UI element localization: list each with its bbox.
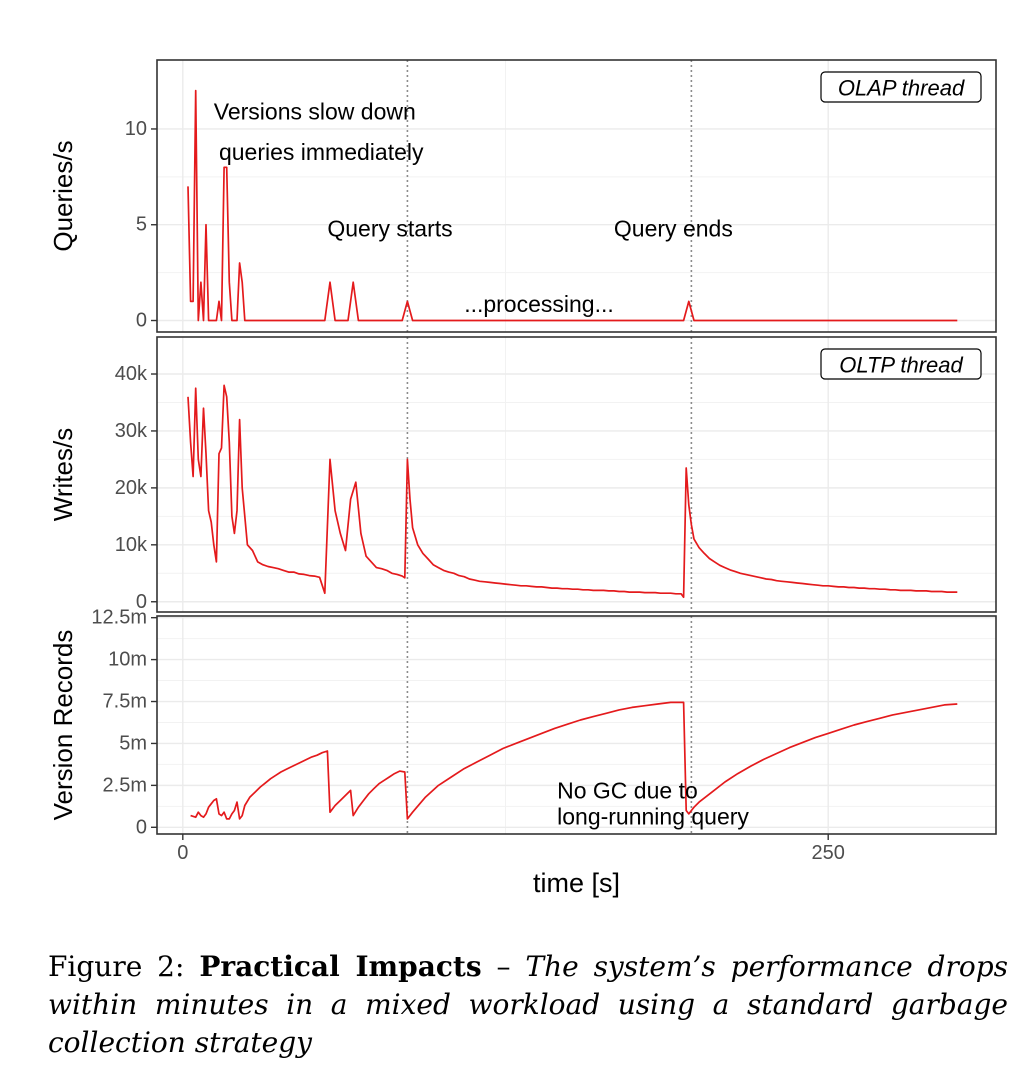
y-tick-label: 10m (108, 649, 147, 671)
y-tick-label: 0 (136, 591, 147, 613)
y-tick-label: 0 (136, 310, 147, 332)
caption-prefix: Figure 2: (48, 950, 200, 983)
panel-olap-border (156, 59, 997, 333)
y-tick-label: 2.5m (103, 774, 147, 796)
thread-tag-label: OLAP thread (838, 76, 965, 101)
x-axis-title: time [s] (533, 868, 620, 898)
x-tick-label: 250 (812, 842, 845, 864)
thread-tag-label: OLTP thread (839, 353, 963, 378)
y-axis-title-oltp: Writes/s (48, 428, 78, 521)
panel-oltp-border (156, 336, 997, 613)
thread-tag-box (820, 348, 982, 380)
y-tick-label: 5 (136, 214, 147, 236)
y-tick-label: 0 (136, 816, 147, 838)
thread-tag-box (820, 71, 982, 103)
y-tick-label: 12.5m (91, 607, 147, 629)
figure-chart: 0 5 10 Queries/s OLAP thread Versions slow do… (48, 59, 997, 898)
annotation-text: queries immediately (219, 139, 424, 165)
y-axis-title-versions: Version Records (48, 630, 78, 821)
annotation-text: Query ends (614, 216, 733, 242)
y-tick-label: 10k (115, 534, 148, 556)
y-tick-label: 5m (119, 732, 147, 754)
y-axis-title-olap: Queries/s (48, 140, 78, 251)
annotation-text: ...processing... (464, 291, 614, 317)
x-tick-label: 0 (177, 842, 188, 864)
caption-title: Practical Impacts (199, 950, 482, 983)
y-tick-label: 20k (115, 477, 148, 499)
panel-versions-border (156, 615, 997, 835)
y-tick-label: 10 (125, 118, 147, 140)
annotation-text: Versions slow down (214, 99, 416, 125)
series-line-versions (190, 701, 958, 820)
annotation-text: No GC due to (557, 777, 698, 803)
annotation-text: Query starts (327, 216, 452, 242)
caption-text: The system’s performance drops within mi… (48, 950, 1008, 1059)
series-line-oltp (187, 384, 958, 599)
y-tick-label: 30k (115, 420, 148, 442)
panel-oltp-background (157, 337, 996, 612)
annotation-text: long-running query (557, 803, 749, 829)
y-tick-label: 7.5m (103, 691, 147, 713)
caption-separator: – (481, 950, 526, 983)
panel-olap-background (157, 60, 996, 332)
y-tick-label: 40k (115, 363, 148, 385)
figure-caption: Figure 2: Practical Impacts – The system… (48, 948, 1008, 1062)
series-line-olap (187, 89, 958, 322)
